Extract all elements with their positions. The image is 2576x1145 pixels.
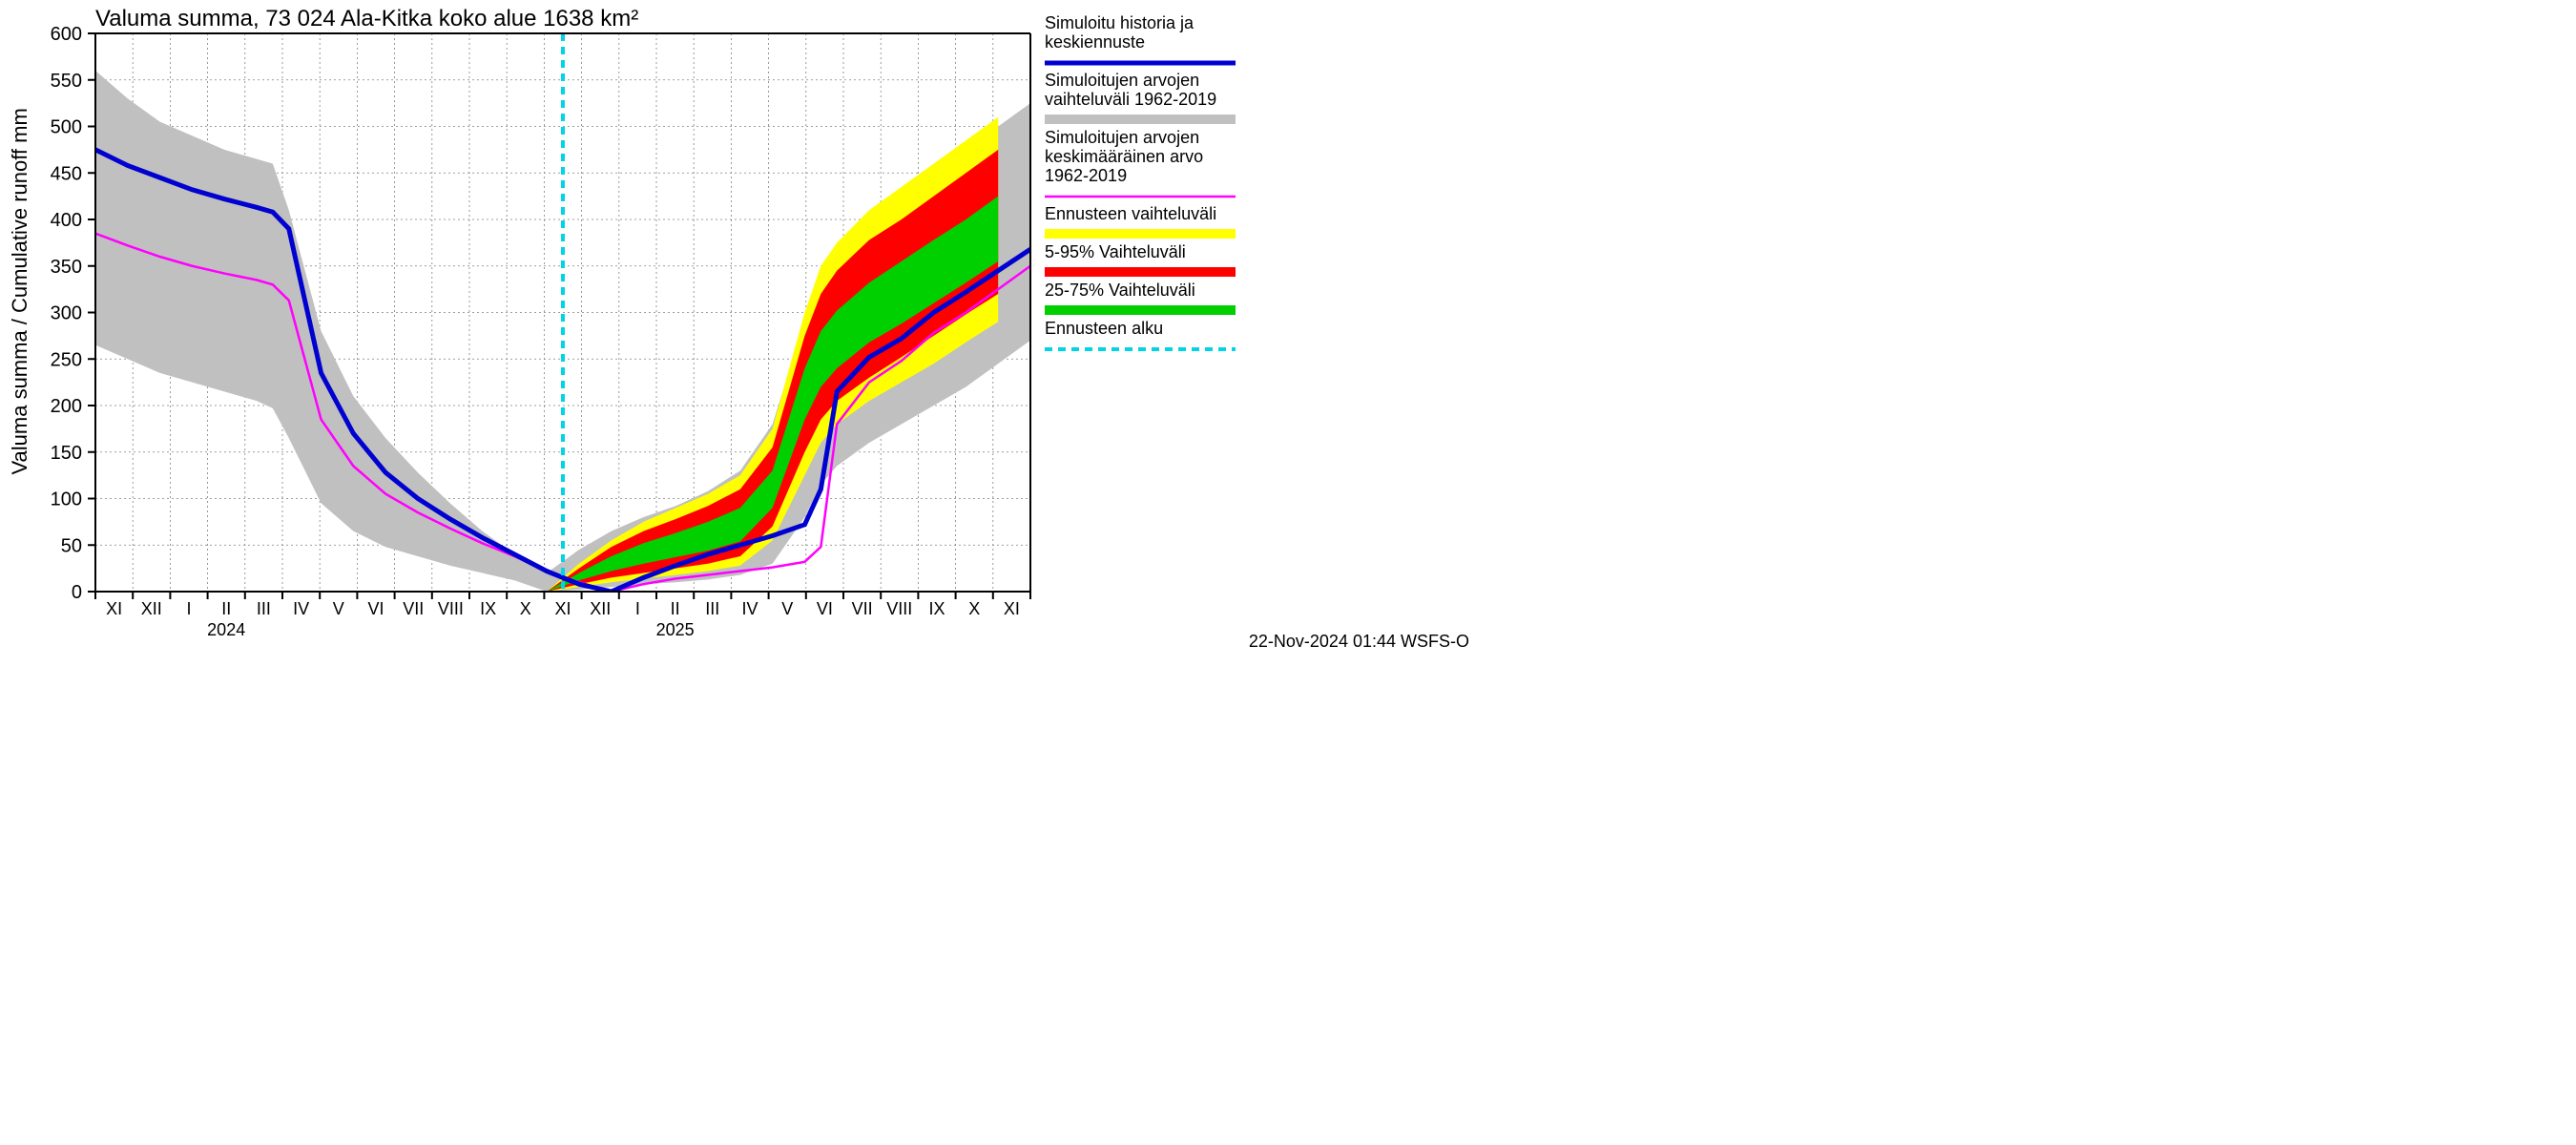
x-month-label: V — [781, 599, 793, 618]
x-month-label: IX — [480, 599, 496, 618]
x-month-label: IX — [928, 599, 945, 618]
legend-label: keskiennuste — [1045, 32, 1145, 52]
y-tick-label: 350 — [51, 257, 82, 278]
x-month-label: XII — [590, 599, 611, 618]
legend-swatch — [1045, 229, 1236, 239]
x-month-label: II — [221, 599, 231, 618]
y-tick-label: 150 — [51, 443, 82, 464]
x-month-label: II — [671, 599, 680, 618]
legend-label: 5-95% Vaihteluväli — [1045, 242, 1186, 261]
y-tick-label: 500 — [51, 117, 82, 138]
legend-swatch — [1045, 305, 1236, 315]
y-tick-label: 600 — [51, 24, 82, 45]
x-month-label: III — [257, 599, 271, 618]
legend-label: Simuloitujen arvojen — [1045, 128, 1199, 147]
x-year-label: 2024 — [207, 620, 245, 639]
y-tick-label: 400 — [51, 210, 82, 231]
legend-label: Ennusteen alku — [1045, 319, 1163, 338]
x-month-label: XI — [106, 599, 122, 618]
legend-label: Simuloitujen arvojen — [1045, 71, 1199, 90]
x-month-label: XI — [554, 599, 571, 618]
y-axis-label: Valuma summa / Cumulative runoff mm — [8, 108, 31, 474]
x-month-label: IV — [293, 599, 309, 618]
chart-title: Valuma summa, 73 024 Ala-Kitka koko alue… — [95, 6, 638, 31]
x-month-label: I — [186, 599, 191, 618]
x-month-label: VI — [367, 599, 384, 618]
y-tick-label: 200 — [51, 396, 82, 417]
legend-label: 25-75% Vaihteluväli — [1045, 281, 1195, 300]
runoff-chart: 050100150200250300350400450500550600XIXI… — [0, 0, 1479, 658]
legend-label: Simuloitu historia ja — [1045, 13, 1195, 32]
x-month-label: X — [968, 599, 980, 618]
x-month-label: I — [635, 599, 640, 618]
x-month-label: VIII — [886, 599, 912, 618]
x-month-label: IV — [741, 599, 758, 618]
x-month-label: XI — [1004, 599, 1020, 618]
legend-label: 1962-2019 — [1045, 166, 1127, 185]
legend-label: Ennusteen vaihteluväli — [1045, 204, 1216, 223]
legend-label: keskimääräinen arvo — [1045, 147, 1203, 166]
x-month-label: XII — [141, 599, 162, 618]
y-tick-label: 300 — [51, 303, 82, 324]
x-month-label: X — [520, 599, 531, 618]
x-month-label: VII — [852, 599, 873, 618]
legend-swatch — [1045, 267, 1236, 277]
x-month-label: VI — [817, 599, 833, 618]
chart-container: 050100150200250300350400450500550600XIXI… — [0, 0, 1479, 658]
y-tick-label: 250 — [51, 349, 82, 370]
legend-label: vaihteluväli 1962-2019 — [1045, 90, 1216, 109]
footer-timestamp: 22-Nov-2024 01:44 WSFS-O — [1249, 632, 1469, 651]
legend-swatch — [1045, 114, 1236, 124]
y-tick-label: 550 — [51, 71, 82, 92]
y-tick-label: 450 — [51, 163, 82, 184]
x-month-label: VII — [403, 599, 424, 618]
y-tick-label: 50 — [61, 535, 82, 556]
x-month-label: V — [333, 599, 344, 618]
x-month-label: VIII — [438, 599, 464, 618]
y-tick-label: 100 — [51, 489, 82, 510]
x-month-label: III — [705, 599, 719, 618]
y-tick-label: 0 — [72, 582, 82, 603]
x-year-label: 2025 — [656, 620, 695, 639]
